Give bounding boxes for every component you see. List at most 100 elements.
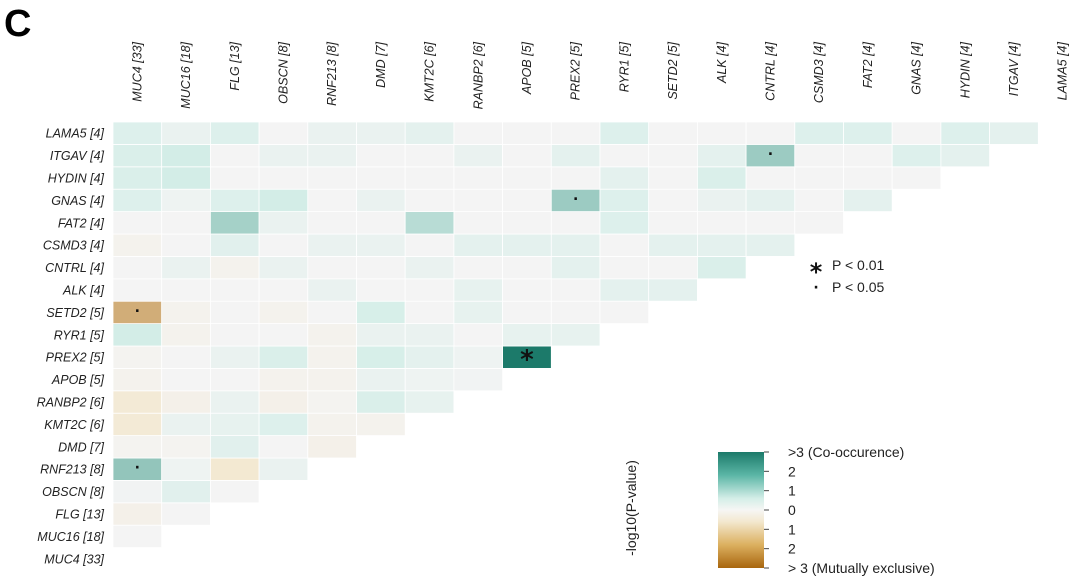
row-label: SETD2 [5]: [46, 306, 104, 320]
heatmap-cell: [599, 211, 650, 235]
row-label: RNF213 [8]: [40, 463, 104, 477]
heatmap-cell: [404, 233, 455, 257]
heatmap-cell: [356, 255, 406, 280]
heatmap-cell: [307, 233, 357, 257]
heatmap-cell: [307, 211, 357, 235]
heatmap-cell: [161, 323, 211, 347]
heatmap-cell: [209, 345, 260, 369]
heatmap-cell: [258, 323, 309, 347]
heatmap-cell: [356, 233, 406, 257]
panel-label: C: [4, 3, 31, 45]
heatmap-cell: [356, 390, 406, 414]
heatmap-cell: [648, 166, 698, 190]
row-label: APOB [5]: [51, 373, 105, 387]
heatmap-cell: [502, 143, 552, 168]
row-label: KMT2C [6]: [44, 418, 104, 432]
heatmap-cell: [648, 233, 698, 257]
heatmap-cell: [843, 143, 893, 168]
heatmap-cell: [989, 121, 1039, 145]
significance-marks: · · * · ·: [135, 147, 773, 477]
heatmap-cell: [745, 233, 796, 257]
heatmap-cell: [258, 255, 309, 280]
heatmap-cell: [599, 255, 650, 280]
heatmap-cell: [502, 121, 552, 145]
significance-legend-symbol: *: [810, 258, 823, 286]
heatmap-cell: [794, 188, 844, 212]
heatmap-cell: [161, 345, 211, 369]
heatmap-cell: [356, 367, 406, 392]
significance-legend-label: P < 0.01: [832, 257, 885, 273]
heatmap-cell: [356, 300, 406, 325]
heatmap-cell: [258, 367, 309, 392]
heatmap-cell: [161, 233, 211, 257]
column-label: LAMA5 [4]: [1056, 41, 1070, 100]
heatmap-cell: [161, 390, 211, 414]
significance-mark: ·: [135, 303, 140, 319]
heatmap-cell: [209, 390, 260, 414]
heatmap-cell: [161, 143, 211, 168]
column-label: MUC4 [33]: [130, 41, 144, 101]
heatmap-cell: [258, 412, 309, 437]
heatmap-cell: [356, 121, 406, 145]
significance-legend-symbol: ·: [813, 280, 818, 296]
heatmap-cell: [112, 143, 163, 168]
colorbar-legend: -log10(P-value) >3 (Co-occurence) 2 1 0 1 2 > …: [623, 444, 935, 576]
colorbar-tick-label: 1: [788, 521, 796, 537]
heatmap-cell: [161, 412, 211, 437]
heatmap-cell: [258, 345, 309, 369]
colorbar-tick-label: >3 (Co-occurence): [788, 444, 904, 460]
heatmap-cell: [550, 255, 601, 280]
heatmap-cell: [453, 211, 503, 235]
heatmap-cell: [697, 143, 747, 168]
heatmap-cell: [112, 524, 163, 549]
heatmap-cell: [940, 143, 991, 168]
column-label: RYR1 [5]: [617, 41, 631, 92]
row-label: ALK [4]: [62, 284, 105, 298]
heatmap-cell: [648, 255, 698, 280]
heatmap-cell: [697, 121, 747, 145]
heatmap-cell: [112, 412, 163, 437]
heatmap-cell: [209, 278, 260, 302]
heatmap-cell: [404, 121, 455, 145]
column-label: MUC16 [18]: [179, 41, 193, 108]
heatmap-cell: [307, 188, 357, 212]
heatmap-cell: [745, 166, 796, 190]
row-labels: MUC4 [33] MUC16 [18] FLG [13] OBSCN [8] RNF2…: [37, 127, 105, 567]
heatmap-cell: [453, 166, 503, 190]
heatmap-cell: [550, 211, 601, 235]
heatmap-cell: [209, 211, 260, 235]
heatmap-cell: [112, 435, 163, 459]
heatmap-cell: [161, 502, 211, 526]
row-label: DMD [7]: [58, 440, 104, 454]
heatmap-cell: [648, 278, 698, 302]
heatmap-cell: [161, 300, 211, 325]
heatmap-cell: [453, 233, 503, 257]
heatmap-cell: [258, 300, 309, 325]
heatmap-cell: [209, 323, 260, 347]
heatmap-cell: [258, 390, 309, 414]
heatmap-cell: [550, 166, 601, 190]
heatmap-cell: [550, 278, 601, 302]
heatmap-cell: [356, 412, 406, 437]
heatmap-cell: [404, 188, 455, 212]
heatmap-cell: [161, 121, 211, 145]
row-label: MUC16 [18]: [37, 530, 104, 544]
column-label: RANBP2 [6]: [471, 41, 485, 109]
heatmap-cell: [453, 367, 503, 392]
colorbar-tick-label: 2: [788, 541, 796, 557]
heatmap-cell: [697, 188, 747, 212]
heatmap-cell: [209, 457, 260, 481]
row-label: OBSCN [8]: [42, 485, 104, 499]
heatmap-cell: [550, 143, 601, 168]
heatmap-cell: [307, 412, 357, 437]
heatmap-cell: [161, 211, 211, 235]
heatmap-cell: [599, 300, 650, 325]
column-label: ALK [4]: [715, 41, 729, 84]
heatmap-cell: [550, 121, 601, 145]
heatmap-cell: [356, 211, 406, 235]
heatmap-cell: [356, 166, 406, 190]
heatmap-cell: [161, 255, 211, 280]
heatmap-cell: [356, 323, 406, 347]
heatmap-cell: [697, 233, 747, 257]
